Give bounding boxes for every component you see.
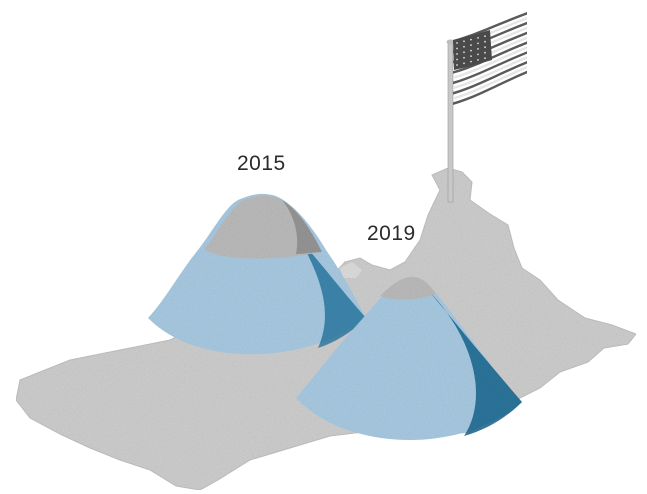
flag-star [456, 58, 458, 61]
us-flag-icon [446, 12, 527, 203]
year-label-2015: 2015 [237, 152, 286, 175]
flag-star [463, 40, 465, 43]
flag-star [456, 42, 458, 44]
pile-2019 [296, 276, 522, 440]
flag-star [470, 49, 472, 52]
flag-stripe [453, 70, 527, 105]
flag-star [477, 48, 479, 50]
flag-star [456, 64, 458, 66]
flag-stripe [453, 56, 527, 90]
flag-star [477, 53, 479, 56]
flag-stripe [453, 12, 527, 43]
flag-stripe [453, 46, 527, 79]
flag-star [456, 47, 458, 50]
flag-star [470, 55, 472, 57]
flag-star [484, 51, 486, 54]
flag-star [463, 56, 465, 59]
flag-star [463, 45, 465, 48]
flag-stripe [453, 51, 527, 85]
flag-star [456, 53, 458, 55]
flag-star [470, 60, 472, 63]
flag-star [463, 62, 465, 65]
flag-star [463, 51, 465, 54]
pile-2015 [148, 193, 366, 355]
flag-star [484, 57, 486, 60]
flag-star [477, 59, 479, 61]
flag-star [484, 46, 486, 49]
flag-star [477, 37, 479, 39]
flag-star [484, 40, 486, 43]
flag-star [470, 38, 472, 41]
flag-star [470, 44, 472, 46]
flag-stripe [453, 61, 527, 95]
flag-stripe [453, 65, 527, 100]
flag-star [477, 42, 479, 45]
flag-star [484, 35, 486, 38]
year-label-2019: 2019 [367, 222, 416, 245]
